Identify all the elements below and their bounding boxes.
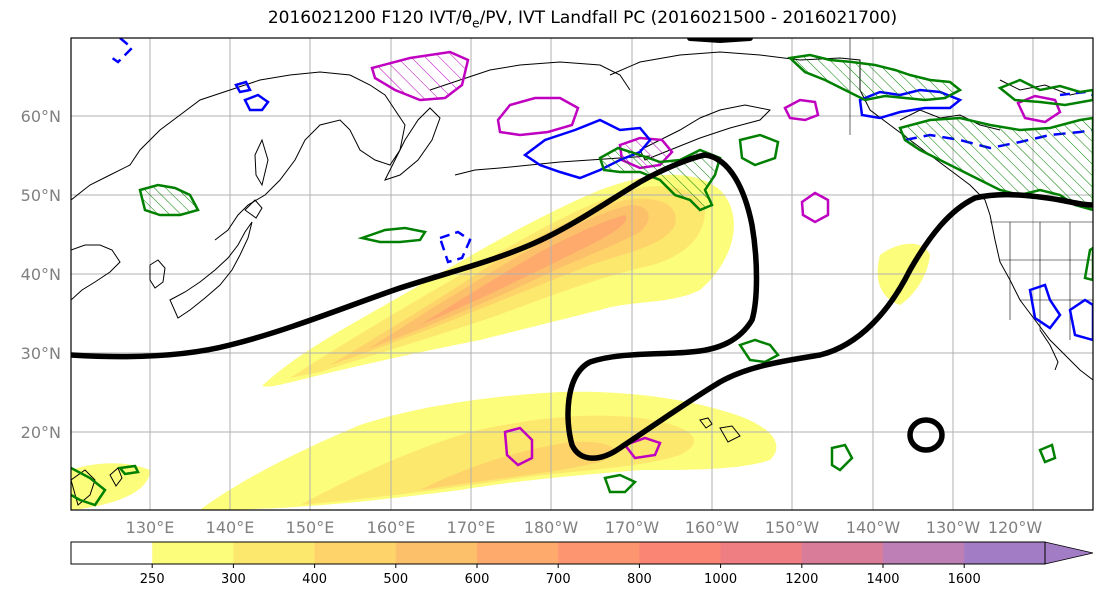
colorbar-segment <box>233 542 316 564</box>
colorbar-extend-arrow <box>1044 541 1094 565</box>
lon-label-120w: 120°W <box>988 518 1043 537</box>
colorbar-segment <box>558 542 640 564</box>
colorbar-tick-label: 300 <box>221 572 246 587</box>
lon-label-160e: 160°E <box>367 518 416 537</box>
colorbar-segment <box>720 542 803 564</box>
colorbar-segment <box>395 542 478 564</box>
colorbar-tick-label: 1400 <box>866 572 899 587</box>
map-title: 2016021200 F120 IVT/θe/PV, IVT Landfall … <box>267 8 898 31</box>
lon-label-170w: 170°W <box>605 518 660 537</box>
lon-label-130e: 130°E <box>126 518 175 537</box>
colorbar: 250 300 400 500 600 700 800 1000 1200 1400 1600 <box>70 541 1094 587</box>
longitude-labels: 130°E 140°E 150°E 160°E 170°E 180°W 170°… <box>126 518 1043 537</box>
lon-label-170e: 170°E <box>447 518 496 537</box>
lon-label-180w: 180°W <box>524 518 579 537</box>
theta-e-contours <box>71 53 1093 507</box>
colorbar-segment <box>314 542 397 564</box>
lat-label-60n: 60°N <box>21 107 61 126</box>
colorbar-tick-label: 1000 <box>704 572 737 587</box>
colorbar-tick-label: 1600 <box>948 572 981 587</box>
colorbar-segment <box>964 542 1046 564</box>
colorbar-tick-label: 1200 <box>785 572 818 587</box>
colorbar-tick-label: 800 <box>627 572 652 587</box>
lon-label-140e: 140°E <box>206 518 255 537</box>
colorbar-segment <box>883 542 965 564</box>
lat-label-50n: 50°N <box>21 186 61 205</box>
colorbar-tick-label: 500 <box>383 572 408 587</box>
lat-label-40n: 40°N <box>21 265 61 284</box>
graticule <box>71 38 1093 510</box>
lon-label-140w: 140°W <box>846 518 901 537</box>
colorbar-tick-label: 700 <box>546 572 571 587</box>
colorbar-segment <box>152 542 234 564</box>
lon-label-150w: 150°W <box>765 518 820 537</box>
lat-label-30n: 30°N <box>21 344 61 363</box>
colorbar-tick-label: 400 <box>302 572 327 587</box>
colorbar-tick-label: 250 <box>140 572 165 587</box>
lon-label-150e: 150°E <box>286 518 335 537</box>
colorbar-segment <box>801 542 884 564</box>
ivt-landfall-pc-contour <box>71 38 1093 461</box>
latitude-labels: 20°N 30°N 40°N 50°N 60°N <box>21 107 61 442</box>
plot-frame <box>70 37 1094 511</box>
lon-label-160w: 160°W <box>685 518 740 537</box>
lon-label-130w: 130°W <box>926 518 981 537</box>
colorbar-tick-label: 600 <box>465 572 490 587</box>
lat-label-20n: 20°N <box>21 423 61 442</box>
colorbar-segment <box>639 542 722 564</box>
colorbar-segment <box>71 542 153 564</box>
colorbar-segment <box>477 542 559 564</box>
